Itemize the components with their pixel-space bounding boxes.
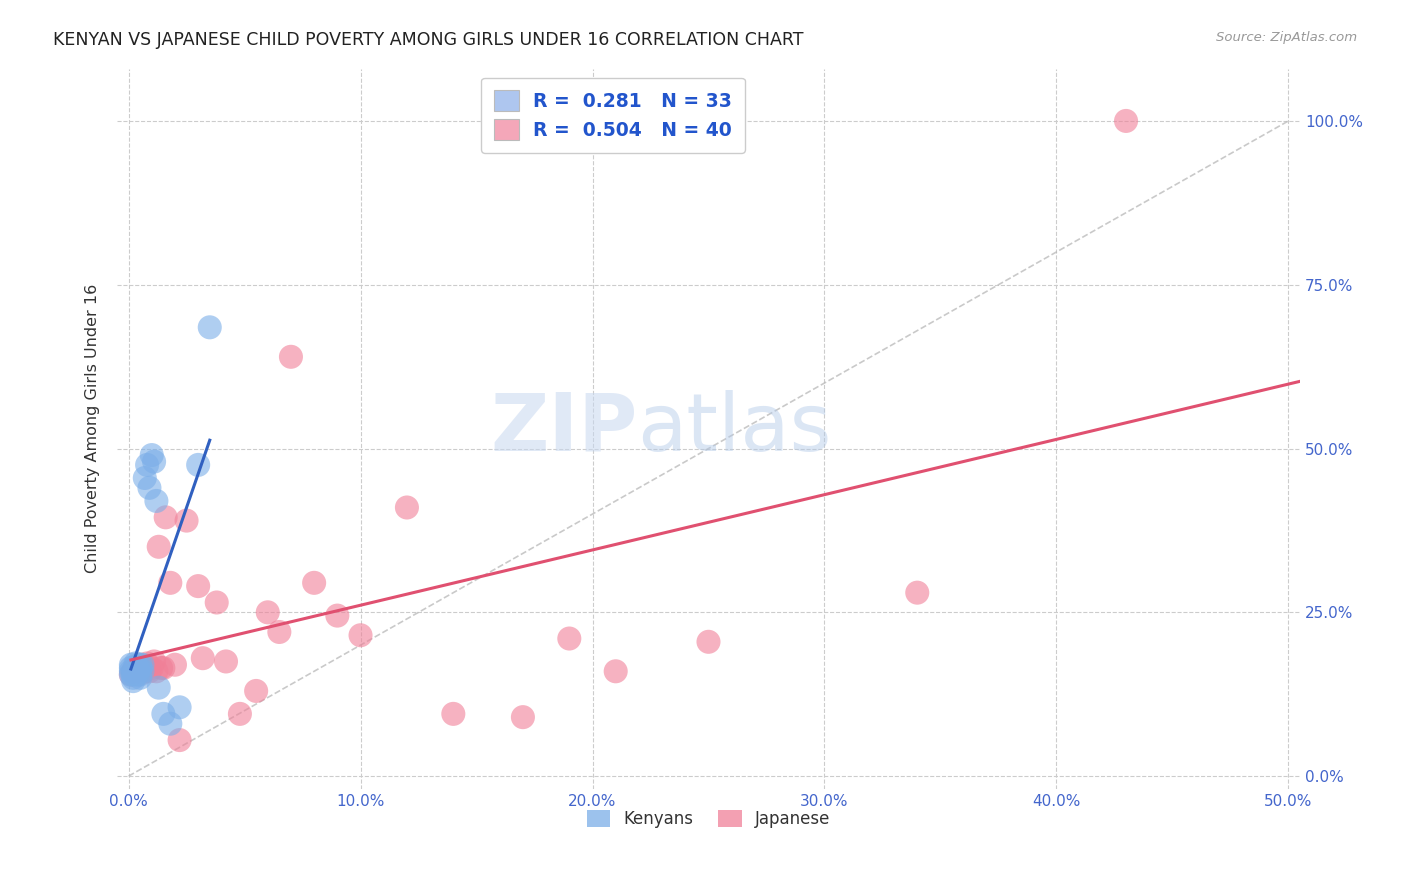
Point <box>169 733 191 747</box>
Point <box>558 632 581 646</box>
Point <box>124 657 146 671</box>
Point <box>134 659 156 673</box>
Point <box>127 667 149 681</box>
Point <box>441 706 464 721</box>
Point <box>120 667 142 681</box>
Point <box>131 657 153 672</box>
Point <box>150 661 173 675</box>
Point <box>122 665 145 679</box>
Point <box>169 700 191 714</box>
Legend: Kenyans, Japanese: Kenyans, Japanese <box>579 804 837 835</box>
Point <box>152 661 174 675</box>
Point <box>124 659 146 673</box>
Point <box>205 595 228 609</box>
Point <box>159 716 181 731</box>
Text: Source: ZipAtlas.com: Source: ZipAtlas.com <box>1216 31 1357 45</box>
Point <box>326 608 349 623</box>
Point <box>280 350 302 364</box>
Point <box>215 655 238 669</box>
Point <box>176 514 198 528</box>
Point <box>141 661 163 675</box>
Point <box>122 667 145 681</box>
Point <box>269 624 291 639</box>
Point <box>148 540 170 554</box>
Point <box>129 657 152 672</box>
Text: atlas: atlas <box>637 390 832 468</box>
Point <box>131 665 153 679</box>
Point <box>129 657 152 672</box>
Point <box>122 671 145 685</box>
Point <box>127 661 149 675</box>
Point <box>349 628 371 642</box>
Point <box>120 661 142 675</box>
Y-axis label: Child Poverty Among Girls Under 16: Child Poverty Among Girls Under 16 <box>86 285 100 574</box>
Point <box>256 605 278 619</box>
Point <box>129 661 152 675</box>
Point <box>245 684 267 698</box>
Point <box>229 706 252 721</box>
Point <box>124 661 146 675</box>
Point <box>512 710 534 724</box>
Point <box>187 458 209 472</box>
Point <box>120 657 142 672</box>
Point <box>138 481 160 495</box>
Point <box>127 663 149 677</box>
Point <box>129 671 152 685</box>
Point <box>131 665 153 680</box>
Point <box>605 665 627 679</box>
Point <box>122 674 145 689</box>
Point <box>143 655 166 669</box>
Point <box>148 681 170 695</box>
Point <box>120 667 142 681</box>
Point <box>124 665 146 680</box>
Point <box>1115 114 1137 128</box>
Point <box>395 500 418 515</box>
Point <box>127 665 149 679</box>
Point <box>136 657 159 671</box>
Point <box>143 455 166 469</box>
Point <box>122 665 145 679</box>
Point <box>155 510 177 524</box>
Point <box>163 657 186 672</box>
Point <box>124 663 146 677</box>
Point <box>134 471 156 485</box>
Point <box>191 651 214 665</box>
Point <box>145 494 167 508</box>
Point <box>159 575 181 590</box>
Text: ZIP: ZIP <box>491 390 637 468</box>
Point <box>697 635 720 649</box>
Point <box>129 667 152 681</box>
Point <box>302 575 325 590</box>
Point <box>152 706 174 721</box>
Point <box>138 665 160 679</box>
Text: KENYAN VS JAPANESE CHILD POVERTY AMONG GIRLS UNDER 16 CORRELATION CHART: KENYAN VS JAPANESE CHILD POVERTY AMONG G… <box>53 31 804 49</box>
Point <box>905 585 928 599</box>
Point <box>187 579 209 593</box>
Point <box>141 448 163 462</box>
Point <box>136 458 159 472</box>
Point <box>120 665 142 679</box>
Point <box>198 320 221 334</box>
Point <box>145 665 167 679</box>
